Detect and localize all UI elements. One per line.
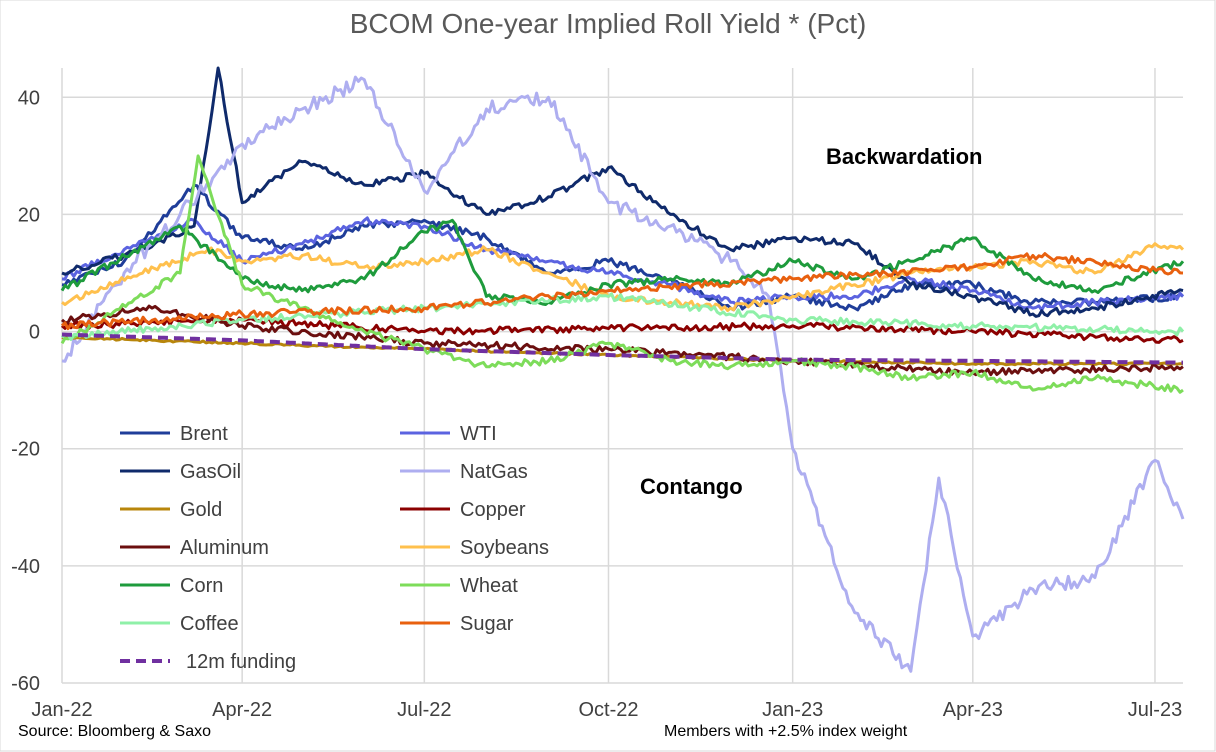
legend-label-brent: Brent [180,423,228,445]
y-tick-label: 20 [18,204,40,226]
legend-label-12m-funding: 12m funding [186,651,296,673]
y-tick-label: -20 [11,439,40,461]
legend-layer: Brent WTI GasOil NatGas Gold Copper Aluminum So… [120,423,549,673]
x-tick-label: Apr-22 [212,699,272,721]
source-note: Source: Bloomberg & Saxo [18,723,211,740]
legend-label-aluminum: Aluminum [180,537,269,559]
axis-layer: 40 20 0 -20 -40 -60 Jan-22 Apr-22 Jul-22 Oct-22 Ja… [11,87,1182,721]
legend-label-wti: WTI [460,423,497,445]
legend-label-soybeans: Soybeans [460,537,549,559]
legend-label-natgas: NatGas [460,461,528,483]
annotation-layer: Backwardation Contango [640,144,983,499]
x-tick-label: Jan-22 [31,699,92,721]
series-line-sugar [60,252,1184,331]
series-line-wheat [60,154,1184,394]
legend-label-sugar: Sugar [460,613,514,635]
x-tick-label: Jan-23 [762,699,823,721]
series-line-natgas [61,75,1185,673]
series-line-aluminum [61,304,1184,377]
legend-label-gold: Gold [180,499,222,521]
x-tick-label: Jul-22 [397,699,451,721]
y-tick-label: 0 [29,322,40,344]
series-line-brent [61,183,1184,312]
x-tick-label: Oct-22 [578,699,638,721]
series-line-copper [60,316,1184,344]
y-tick-label: -60 [11,673,40,695]
series-layer [60,66,1185,673]
legend-label-gasoil: GasOil [180,461,241,483]
chart-title: BCOM One-year Implied Roll Yield * (Pct) [349,8,867,39]
series-line-wti [61,216,1185,312]
y-tick-label: 40 [18,87,40,109]
weight-note: Members with +2.5% index weight [664,723,908,740]
series-line-corn [60,218,1185,306]
legend-label-coffee: Coffee [180,613,239,635]
y-tick-label: -40 [11,556,40,578]
x-tick-label: Jul-23 [1128,699,1182,721]
legend-label-wheat: Wheat [460,575,518,597]
legend-label-copper: Copper [460,499,526,521]
x-tick-label: Apr-23 [943,699,1003,721]
series-line-12m-funding [61,332,1183,365]
annotation-contango: Contango [640,474,743,499]
annotation-backwardation: Backwardation [826,144,983,169]
series-line-gasoil [61,66,1184,318]
legend-label-corn: Corn [180,575,223,597]
